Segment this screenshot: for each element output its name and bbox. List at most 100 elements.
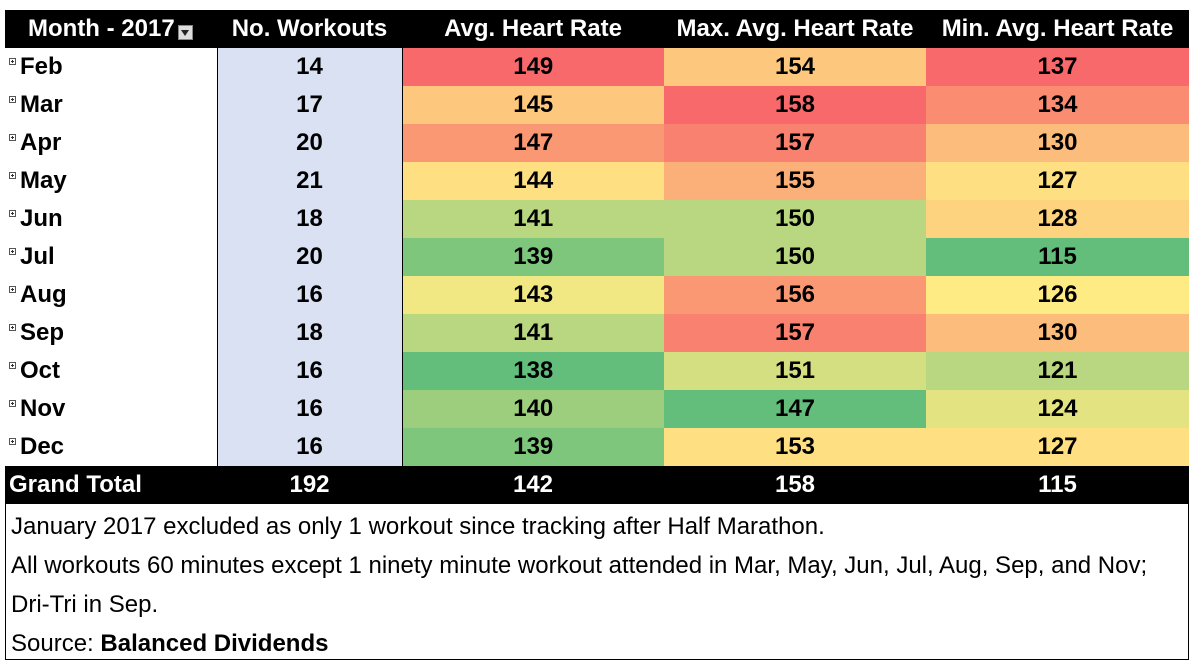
- expand-plus-icon[interactable]: [9, 58, 16, 65]
- grand-total-row: Grand Total 192 142 158 115: [5, 466, 1189, 504]
- table-row: Jun 18 141 150 128: [5, 200, 1189, 238]
- expand-plus-icon[interactable]: [9, 134, 16, 141]
- expand-plus-icon[interactable]: [9, 210, 16, 217]
- month-cell[interactable]: Feb: [5, 48, 218, 86]
- table-row: Sep 18 141 157 130: [5, 314, 1189, 352]
- month-label: Apr: [20, 129, 62, 156]
- table-row: May 21 144 155 127: [5, 162, 1189, 200]
- max-avg-heart-rate-cell: 147: [664, 390, 926, 428]
- min-avg-heart-rate-cell: 127: [926, 162, 1189, 200]
- min-avg-heart-rate-cell: 121: [926, 352, 1189, 390]
- pivot-table: Month - 2017 No. Workouts Avg. Heart Rat…: [5, 10, 1190, 504]
- filter-dropdown-icon[interactable]: [177, 25, 193, 40]
- month-label: May: [20, 167, 67, 194]
- workouts-cell: 16: [217, 352, 403, 390]
- workouts-cell: 20: [217, 238, 403, 276]
- month-cell[interactable]: Oct: [5, 352, 218, 390]
- min-avg-heart-rate-cell: 126: [926, 276, 1189, 314]
- expand-plus-icon[interactable]: [9, 362, 16, 369]
- table-row: Jul 20 139 150 115: [5, 238, 1189, 276]
- max-avg-heart-rate-cell: 155: [664, 162, 926, 200]
- max-avg-heart-rate-cell: 158: [664, 86, 926, 124]
- avg-heart-rate-cell: 140: [402, 390, 664, 428]
- avg-heart-rate-cell: 141: [402, 314, 664, 352]
- expand-plus-icon[interactable]: [9, 438, 16, 445]
- min-avg-heart-rate-cell: 137: [926, 48, 1189, 86]
- month-cell[interactable]: Jun: [5, 200, 218, 238]
- min-avg-heart-rate-cell: 127: [926, 428, 1189, 466]
- column-header-month-label: Month - 2017: [28, 15, 175, 42]
- month-cell[interactable]: Sep: [5, 314, 218, 352]
- workouts-cell: 21: [217, 162, 403, 200]
- column-header-min-avg-heart-rate: Min. Avg. Heart Rate: [926, 10, 1189, 48]
- expand-plus-icon[interactable]: [9, 248, 16, 255]
- avg-heart-rate-cell: 139: [402, 238, 664, 276]
- month-label: Jun: [20, 205, 63, 232]
- max-avg-heart-rate-cell: 156: [664, 276, 926, 314]
- notes: January 2017 excluded as only 1 workout …: [11, 507, 1181, 663]
- month-label: Nov: [20, 395, 66, 422]
- workouts-cell: 16: [217, 428, 403, 466]
- expand-plus-icon[interactable]: [9, 96, 16, 103]
- table-row: Aug 16 143 156 126: [5, 276, 1189, 314]
- avg-heart-rate-cell: 139: [402, 428, 664, 466]
- max-avg-heart-rate-cell: 154: [664, 48, 926, 86]
- month-cell[interactable]: Jul: [5, 238, 218, 276]
- workouts-cell: 18: [217, 200, 403, 238]
- grand-total-max: 158: [664, 466, 926, 504]
- workouts-cell: 18: [217, 314, 403, 352]
- min-avg-heart-rate-cell: 115: [926, 238, 1189, 276]
- column-header-avg-heart-rate: Avg. Heart Rate: [402, 10, 664, 48]
- month-label: Feb: [20, 53, 63, 80]
- source-prefix: Source:: [11, 630, 101, 657]
- max-avg-heart-rate-cell: 157: [664, 314, 926, 352]
- avg-heart-rate-cell: 149: [402, 48, 664, 86]
- grand-total-min: 115: [926, 466, 1189, 504]
- min-avg-heart-rate-cell: 128: [926, 200, 1189, 238]
- header-row: Month - 2017 No. Workouts Avg. Heart Rat…: [5, 10, 1189, 48]
- source-line: Source: Balanced Dividends: [11, 624, 1181, 663]
- column-header-workouts: No. Workouts: [217, 10, 402, 48]
- max-avg-heart-rate-cell: 153: [664, 428, 926, 466]
- note-workout-duration: All workouts 60 minutes except 1 ninety …: [11, 552, 1148, 618]
- month-cell[interactable]: Aug: [5, 276, 218, 314]
- avg-heart-rate-cell: 147: [402, 124, 664, 162]
- grand-total-label: Grand Total: [5, 466, 217, 504]
- month-cell[interactable]: May: [5, 162, 218, 200]
- avg-heart-rate-cell: 145: [402, 86, 664, 124]
- pivot-table-frame: Month - 2017 No. Workouts Avg. Heart Rat…: [5, 10, 1189, 660]
- table-row: Dec 16 139 153 127: [5, 428, 1189, 466]
- table-row: Nov 16 140 147 124: [5, 390, 1189, 428]
- column-header-max-avg-heart-rate: Max. Avg. Heart Rate: [664, 10, 926, 48]
- avg-heart-rate-cell: 143: [402, 276, 664, 314]
- table-row: Oct 16 138 151 121: [5, 352, 1189, 390]
- avg-heart-rate-cell: 144: [402, 162, 664, 200]
- grand-total-workouts: 192: [217, 466, 402, 504]
- grand-total-avg: 142: [402, 466, 664, 504]
- month-label: Mar: [20, 91, 63, 118]
- month-cell[interactable]: Apr: [5, 124, 218, 162]
- column-header-month: Month - 2017: [5, 10, 217, 48]
- table-row: Feb 14 149 154 137: [5, 48, 1189, 86]
- workouts-cell: 16: [217, 390, 403, 428]
- month-label: Jul: [20, 243, 55, 270]
- expand-plus-icon[interactable]: [9, 286, 16, 293]
- month-label: Oct: [20, 357, 61, 384]
- month-cell[interactable]: Nov: [5, 390, 218, 428]
- workouts-cell: 16: [217, 276, 403, 314]
- table-body: Feb 14 149 154 137 Mar 17 145 158 134 Apr 20 147 157 1…: [5, 48, 1189, 504]
- min-avg-heart-rate-cell: 130: [926, 124, 1189, 162]
- expand-plus-icon[interactable]: [9, 324, 16, 331]
- max-avg-heart-rate-cell: 151: [664, 352, 926, 390]
- expand-plus-icon[interactable]: [9, 400, 16, 407]
- month-cell[interactable]: Mar: [5, 86, 218, 124]
- note-january: January 2017 excluded as only 1 workout …: [11, 513, 825, 540]
- avg-heart-rate-cell: 138: [402, 352, 664, 390]
- month-label: Aug: [20, 281, 67, 308]
- expand-plus-icon[interactable]: [9, 172, 16, 179]
- month-cell[interactable]: Dec: [5, 428, 218, 466]
- min-avg-heart-rate-cell: 130: [926, 314, 1189, 352]
- min-avg-heart-rate-cell: 134: [926, 86, 1189, 124]
- month-label: Dec: [20, 433, 65, 460]
- month-label: Sep: [20, 319, 65, 346]
